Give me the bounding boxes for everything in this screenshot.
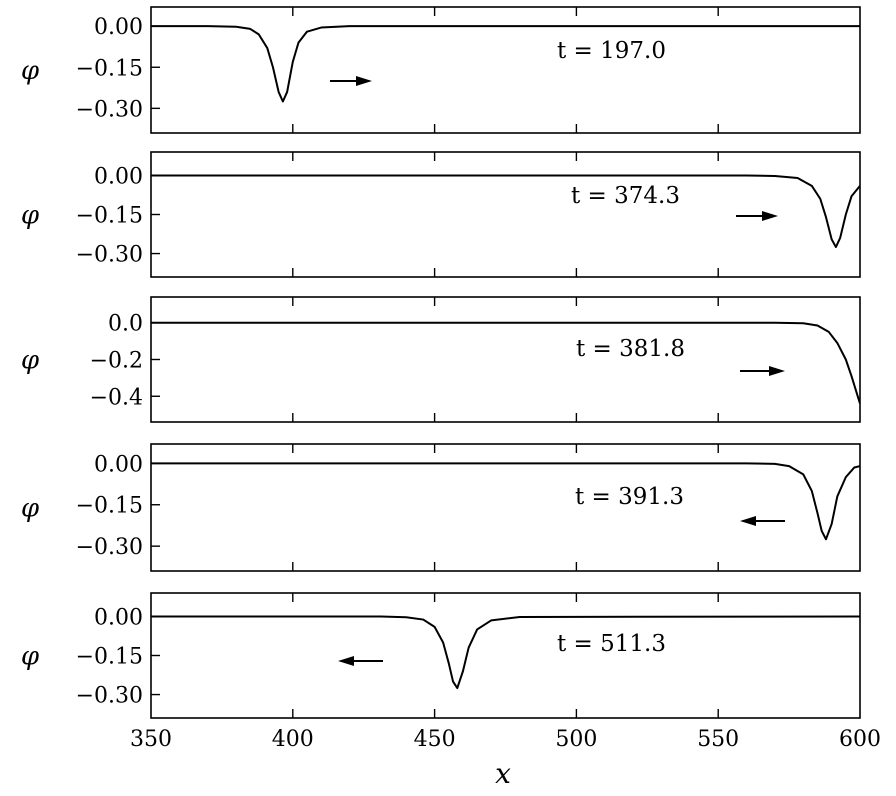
time-annotation: t = 374.3 — [571, 183, 680, 209]
panel-2: 0.00 −0.15 −0.30 φ t = 374.3 — [21, 151, 861, 278]
y-tick-label: 0.00 — [94, 452, 143, 477]
x-tick-label: 500 — [555, 727, 597, 752]
x-tick-label: 600 — [839, 727, 881, 752]
plot-frame — [150, 151, 861, 278]
panel-5: 0.00 −0.15 −0.30 φ t = 511.3 — [21, 592, 861, 719]
x-tick-label: 550 — [697, 727, 739, 752]
y-tick-label: 0.00 — [94, 605, 143, 630]
x-tick-label: 350 — [130, 727, 172, 752]
y-axis-label: φ — [21, 56, 40, 86]
y-axis-label: φ — [21, 494, 40, 524]
panel-3: 0.0 −0.2 −0.4 φ t = 381.8 — [21, 296, 861, 423]
y-tick-label: −0.30 — [76, 535, 143, 560]
time-annotation: t = 381.8 — [576, 336, 685, 362]
panels: 0.00 −0.15 −0.30 φ t = 197.0 0.00 −0.15 −0.30 φ t… — [21, 6, 881, 752]
plot-frame — [150, 592, 861, 719]
y-tick-label: −0.4 — [90, 385, 143, 410]
time-annotation: t = 197.0 — [557, 38, 666, 64]
panel-1: 0.00 −0.15 −0.30 φ t = 197.0 — [21, 6, 861, 134]
plot-frame — [150, 443, 861, 572]
arrow-head — [338, 656, 354, 666]
y-tick-label: −0.15 — [76, 494, 143, 519]
y-axis-label: φ — [21, 201, 40, 231]
plot-frame — [150, 6, 861, 134]
soliton-curve — [151, 25, 860, 103]
y-axis-label: φ — [21, 346, 40, 376]
y-tick-label: −0.15 — [76, 204, 143, 229]
y-tick-label: 0.00 — [94, 164, 143, 189]
arrow-head — [740, 516, 756, 526]
soliton-curve — [151, 321, 860, 404]
panel-4: 0.00 −0.15 −0.30 φ t = 391.3 — [21, 443, 861, 572]
plot-frame — [150, 296, 861, 423]
y-tick-label: −0.30 — [76, 684, 143, 709]
y-tick-label: 0.00 — [94, 15, 143, 40]
arrow-head — [769, 366, 785, 376]
time-annotation: t = 511.3 — [557, 631, 666, 657]
y-tick-label: −0.15 — [76, 645, 143, 670]
time-annotation: t = 391.3 — [575, 484, 684, 510]
arrow-head — [762, 211, 778, 221]
y-axis-label: φ — [21, 642, 40, 672]
y-tick-label: −0.15 — [76, 56, 143, 81]
x-tick-label: 450 — [414, 727, 456, 752]
x-tick-label: 400 — [272, 727, 314, 752]
soliton-curve — [151, 174, 860, 249]
y-tick-label: −0.2 — [90, 349, 143, 374]
soliton-curve — [151, 462, 860, 541]
y-tick-label: −0.30 — [76, 97, 143, 122]
y-tick-label: 0.0 — [108, 312, 143, 337]
y-tick-label: −0.30 — [76, 243, 143, 268]
x-axis-label: x — [495, 757, 511, 790]
arrow-head — [356, 76, 372, 86]
soliton-curve — [151, 615, 860, 690]
